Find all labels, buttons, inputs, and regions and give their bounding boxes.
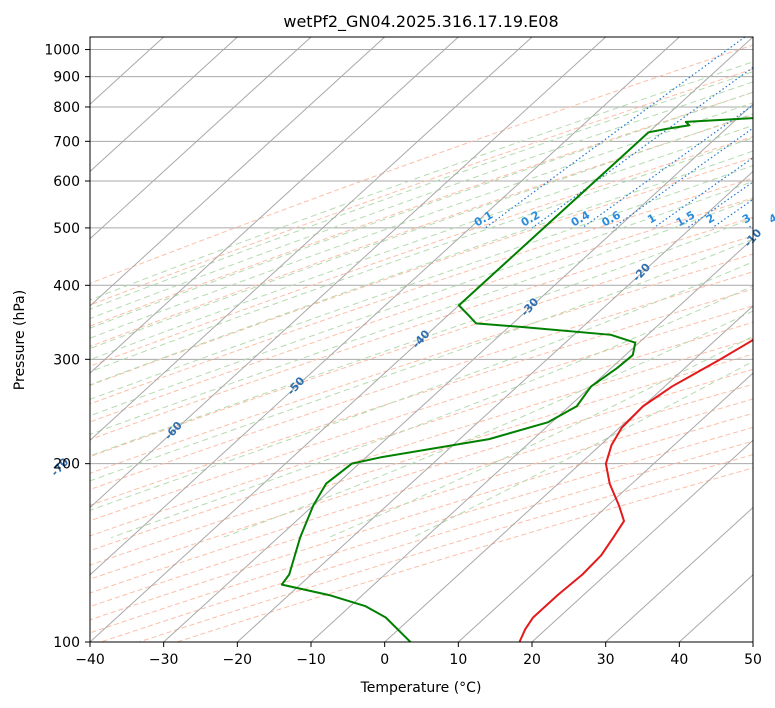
moist-adiabat-line: [90, 180, 753, 417]
dry-adiabat-line: [90, 383, 753, 594]
y-tick-label: 300: [53, 352, 80, 368]
isotherm-line: [310, 237, 753, 642]
isotherm-line: [163, 103, 753, 642]
moist-adiabat-line: [90, 113, 753, 350]
isotherm-line: [384, 305, 753, 642]
y-tick-label: 1000: [44, 43, 80, 59]
x-tick-label: 20: [523, 652, 541, 668]
x-tick-label: 40: [670, 652, 688, 668]
isotherm-line: [90, 37, 312, 240]
moist-adiabat-line: [90, 102, 753, 339]
y-axis-label: Pressure (hPa): [12, 290, 28, 390]
moist-adiabat-line: [90, 198, 753, 435]
moist-adiabat-line: [90, 71, 753, 310]
y-tick-label: 700: [53, 134, 80, 150]
dry-adiabat-line: [90, 353, 753, 566]
y-tick-label: 600: [53, 174, 80, 190]
isotherm-line: [90, 37, 386, 307]
x-tick-label: −20: [223, 652, 253, 668]
moist-adiabat-line: [90, 91, 753, 329]
x-tick-label: 50: [744, 652, 762, 668]
mixing-ratio-line: [653, 157, 753, 229]
moist-adiabat-line: [90, 238, 753, 482]
y-tick-label: 800: [53, 100, 80, 116]
dry-adiabat-line: [90, 177, 753, 405]
y-tick-label: 100: [53, 635, 80, 651]
x-axis-label: Temperature (°C): [360, 680, 482, 696]
y-tick-label: 900: [53, 70, 80, 86]
mixing-ratio-label: 4: [767, 211, 775, 226]
x-tick-label: 30: [597, 652, 615, 668]
dry-adiabat-line: [90, 321, 753, 537]
isotherm-line: [531, 439, 753, 642]
isotherm-line: [90, 37, 607, 509]
moist-adiabat-line: [222, 310, 753, 539]
x-tick-label: 10: [449, 652, 467, 668]
moist-adiabat-line: [90, 137, 753, 373]
isotherm-line: [90, 37, 459, 374]
mixing-ratio-line: [531, 66, 753, 229]
dry-adiabat-line: [90, 68, 753, 306]
x-tick-label: −30: [149, 652, 179, 668]
dry-adiabat-line: [90, 114, 753, 348]
chart-title: wetPf2_GN04.2025.316.17.19.E08: [283, 12, 558, 32]
x-tick-label: −10: [296, 652, 326, 668]
x-tick-label: −40: [75, 652, 105, 668]
mixing-ratio-line: [484, 37, 746, 229]
moist-adiabat-line: [90, 150, 753, 386]
x-tick-label: 0: [380, 652, 389, 668]
dry-adiabat-line: [90, 337, 753, 552]
y-tick-label: 500: [53, 221, 80, 237]
isotherm-line: [90, 37, 533, 442]
plot-frame: [89, 36, 754, 643]
isotherm-line: [90, 37, 238, 173]
y-tick-label: 200: [53, 457, 80, 473]
temperature-profile-line: [518, 338, 753, 642]
dewpoint-profile-line: [280, 117, 753, 642]
moist-adiabat-line: [90, 81, 753, 320]
isotherm-line: [236, 170, 753, 642]
isotherm-line: [457, 372, 753, 642]
isotherm-line: [90, 37, 680, 576]
dry-adiabat-line: [90, 44, 753, 284]
y-tick-label: 400: [53, 278, 80, 294]
isotherm-line: [605, 506, 753, 642]
